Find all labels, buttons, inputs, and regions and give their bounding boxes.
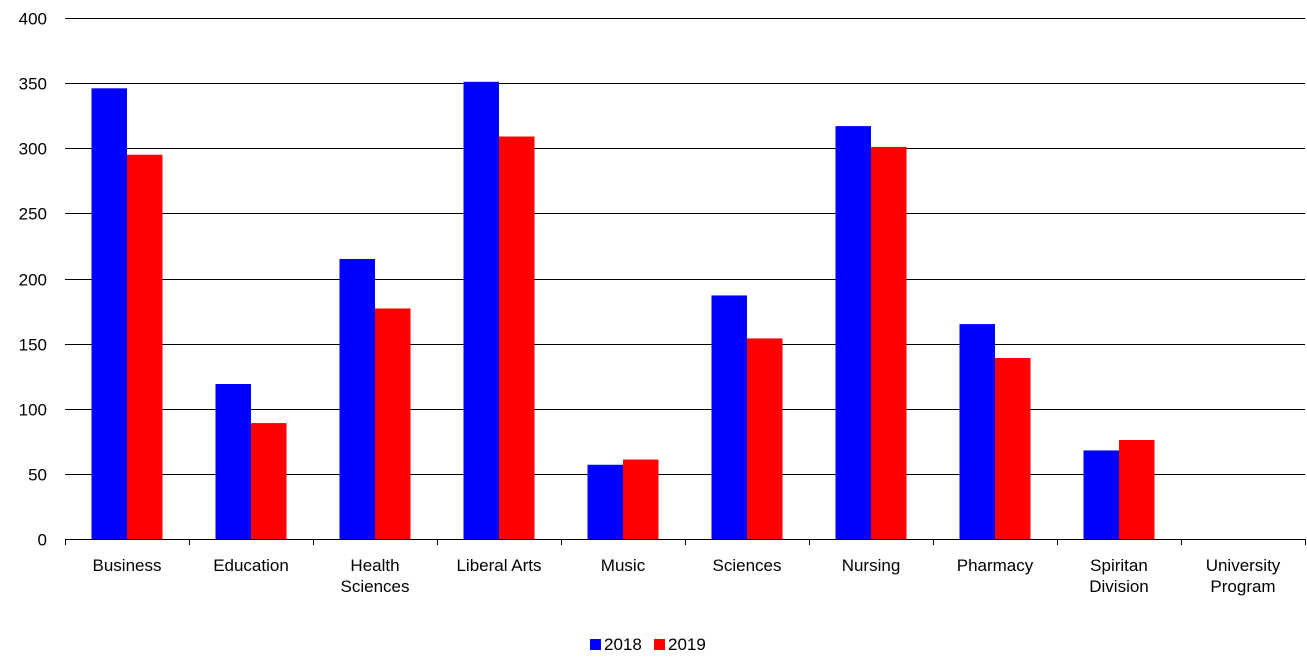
- y-tick-label: 50: [28, 466, 47, 485]
- x-tick-label: Music: [601, 556, 646, 575]
- bar-2018-0: [91, 88, 127, 540]
- y-tick-label: 250: [19, 205, 47, 224]
- x-tick-label: Education: [213, 556, 289, 575]
- x-tick-label: University Program: [1206, 556, 1281, 596]
- bar-2018-4: [587, 464, 623, 539]
- legend-label-2019: 2019: [668, 635, 706, 654]
- bar-2018-6: [835, 126, 871, 540]
- bar-2018-8: [1083, 450, 1119, 539]
- x-tick-label: Pharmacy: [957, 556, 1034, 575]
- gridlines: [65, 18, 1305, 475]
- bar-2019-3: [499, 136, 535, 539]
- bar-2019-2: [375, 308, 411, 539]
- bar-2019-4: [623, 459, 659, 539]
- bar-2019-8: [1119, 440, 1155, 539]
- y-tick-label: 200: [19, 271, 47, 290]
- bar-2018-1: [215, 384, 251, 539]
- x-tick-label: Sciences: [713, 556, 782, 575]
- x-tick-label: Health Sciences: [341, 556, 410, 596]
- bar-2018-5: [711, 295, 747, 539]
- y-tick-label: 100: [19, 401, 47, 420]
- bar-2019-1: [251, 423, 287, 539]
- bar-2018-3: [463, 81, 499, 539]
- bar-2019-7: [995, 357, 1031, 539]
- x-tick-label: Nursing: [842, 556, 901, 575]
- y-tick-label: 350: [19, 75, 47, 94]
- x-axis-ticks: Business Education Health Sciences Liberal A…: [93, 556, 1281, 596]
- bar-2018-7: [959, 324, 995, 539]
- x-tick-label: Spiritan Division: [1089, 556, 1149, 596]
- legend-label-2018: 2018: [604, 635, 642, 654]
- x-axis: [65, 539, 1306, 545]
- bar-2019-5: [747, 338, 783, 539]
- y-axis-ticks: 0 50 100 150 200 250 300 350 400: [19, 10, 47, 550]
- bar-2019-0: [127, 154, 163, 539]
- x-tick-label: Liberal Arts: [456, 556, 541, 575]
- y-tick-label: 400: [19, 10, 47, 29]
- bars: [91, 81, 1155, 540]
- bar-2019-6: [871, 146, 907, 539]
- legend-swatch-2018: [590, 639, 601, 650]
- legend: 2018 2019: [590, 635, 706, 654]
- y-tick-label: 150: [19, 336, 47, 355]
- y-tick-label: 300: [19, 140, 47, 159]
- y-tick-label: 0: [38, 531, 47, 550]
- legend-swatch-2019: [654, 639, 665, 650]
- x-tick-label: Business: [93, 556, 162, 575]
- bar-2018-2: [339, 258, 375, 539]
